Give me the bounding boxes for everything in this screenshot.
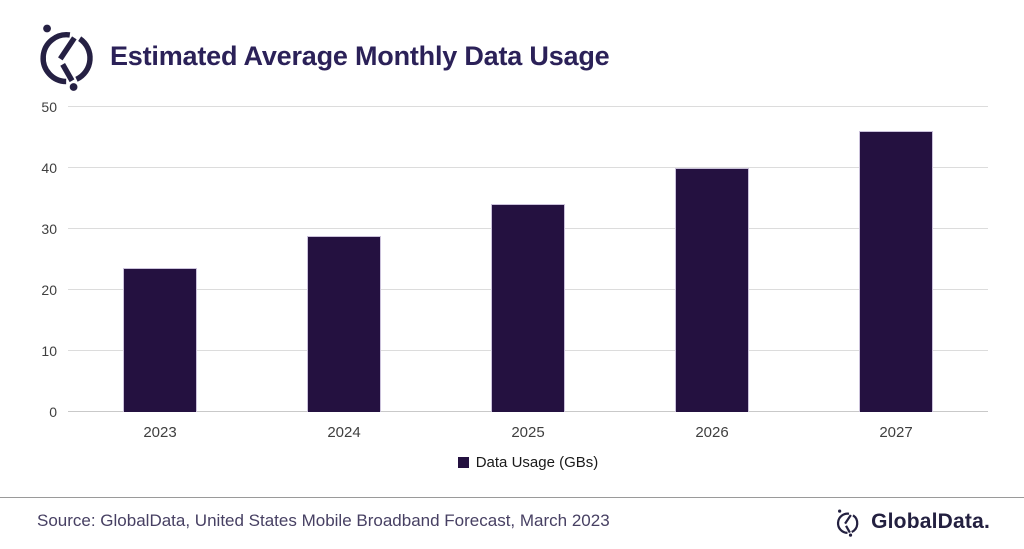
y-tick-label: 0: [49, 404, 57, 420]
bar-2023: [123, 268, 197, 412]
legend-swatch: [457, 457, 469, 468]
y-tick-label: 40: [41, 160, 57, 176]
x-tick-label: 2025: [511, 424, 545, 441]
footer-divider: [0, 497, 1024, 498]
y-tick-label: 30: [41, 221, 57, 237]
chart-legend: Data Usage (GBs): [68, 454, 988, 471]
bar-2026: [675, 168, 749, 412]
bar-2024: [307, 236, 381, 412]
y-tick-label: 50: [41, 99, 57, 115]
x-tick-label: 2024: [327, 424, 361, 441]
gridline: [68, 106, 988, 107]
bar-2025: [491, 204, 565, 412]
x-tick-label: 2023: [143, 424, 177, 441]
chart-title: Estimated Average Monthly Data Usage: [110, 41, 610, 71]
x-tick-label: 2026: [695, 424, 729, 441]
globaldata-logo-icon: [26, 16, 104, 94]
source-note: Source: GlobalData, United States Mobile…: [37, 511, 610, 530]
globaldata-brand: GlobalData.: [831, 506, 990, 538]
x-tick-label: 2027: [879, 424, 913, 441]
plot-area: 0 10 20 30 40 50 2023 2024 2025 2026 2027: [41, 99, 988, 441]
y-tick-label: 20: [41, 282, 57, 298]
legend-label: Data Usage (GBs): [475, 454, 599, 471]
gridline: [68, 167, 988, 168]
globaldata-logo-icon: [831, 506, 863, 538]
bar-2027: [859, 131, 933, 412]
y-tick-label: 10: [41, 343, 57, 359]
brand-wordmark: GlobalData.: [871, 510, 990, 533]
